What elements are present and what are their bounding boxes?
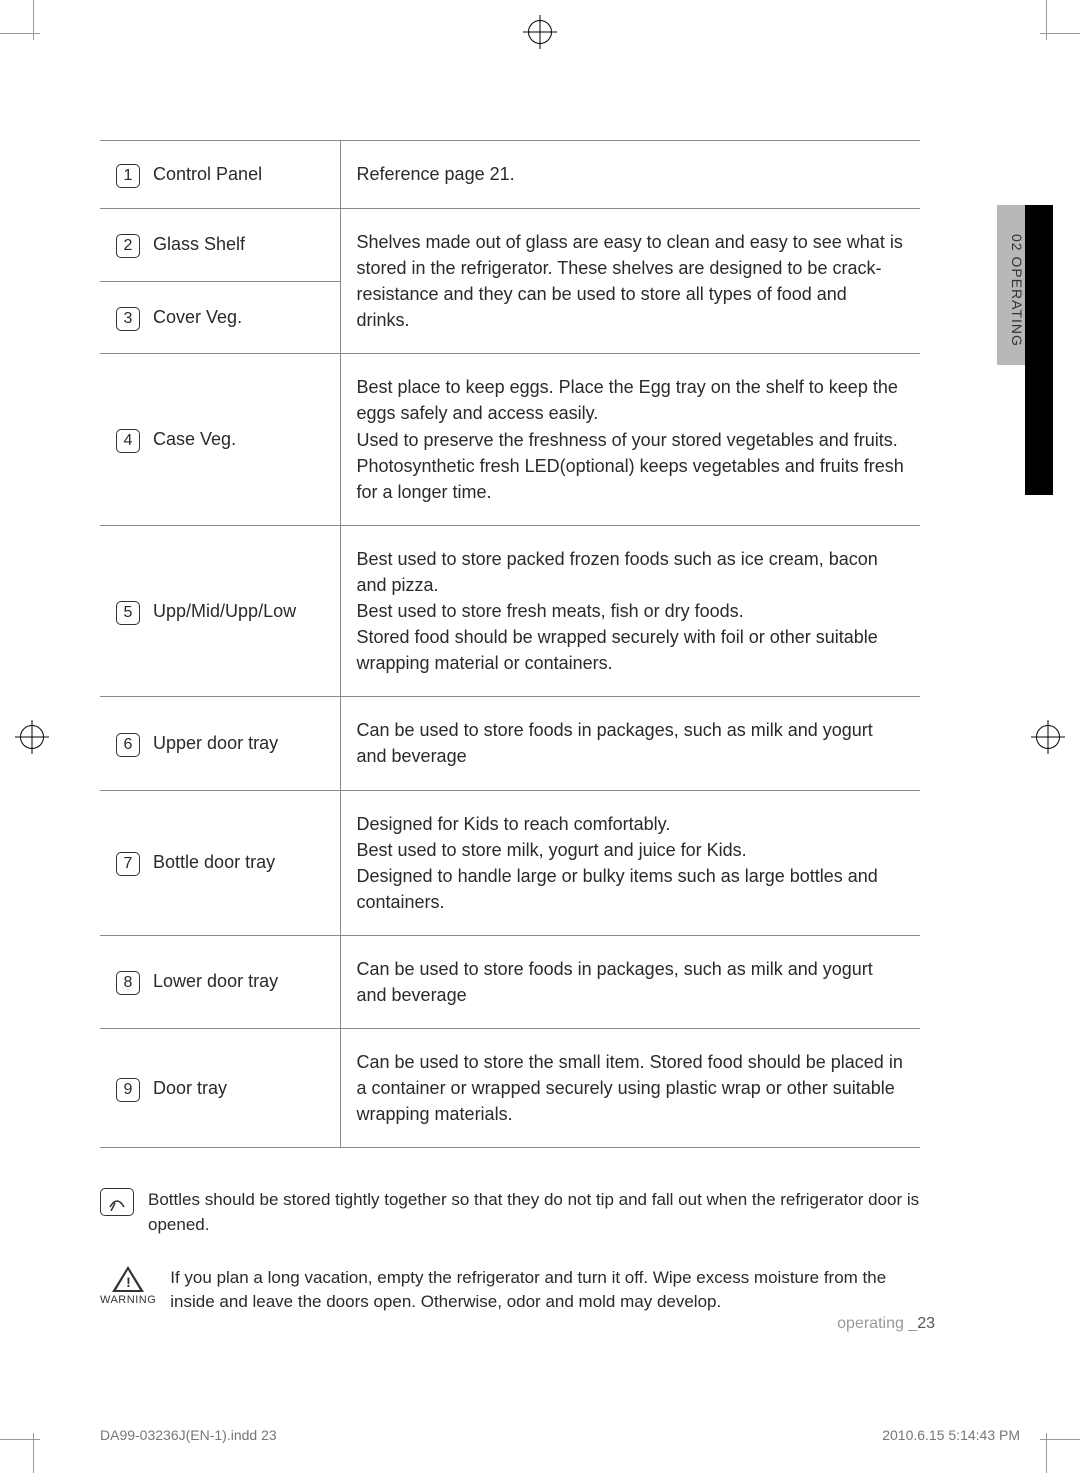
part-description: Reference page 21. <box>340 141 920 209</box>
tip-text: Bottles should be stored tightly togethe… <box>148 1188 920 1237</box>
part-name: Glass Shelf <box>153 234 245 254</box>
part-description: Can be used to store the small item. Sto… <box>340 1029 920 1148</box>
part-number: 1 <box>116 164 140 188</box>
table-row: 1 Control Panel Reference page 21. <box>100 141 920 209</box>
table-row: 2 Glass Shelf Shelves made out of glass … <box>100 209 920 282</box>
part-description: Designed for Kids to reach comfortably. … <box>340 790 920 935</box>
print-file: DA99-03236J(EN-1).indd 23 <box>100 1427 277 1443</box>
registration-mark-right <box>1036 725 1060 749</box>
part-name: Lower door tray <box>153 971 278 991</box>
page-content: 1 Control Panel Reference page 21. 2 Gla… <box>100 140 980 1343</box>
part-name: Control Panel <box>153 164 262 184</box>
part-number: 2 <box>116 234 140 258</box>
part-number: 6 <box>116 733 140 757</box>
print-metadata: DA99-03236J(EN-1).indd 23 2010.6.15 5:14… <box>100 1427 1020 1443</box>
part-name: Case Veg. <box>153 429 236 449</box>
registration-mark-top <box>528 20 552 44</box>
part-description: Can be used to store foods in packages, … <box>340 935 920 1028</box>
part-name: Upp/Mid/Upp/Low <box>153 601 296 621</box>
part-number: 5 <box>116 601 140 625</box>
table-row: 4 Case Veg. Best place to keep eggs. Pla… <box>100 354 920 525</box>
section-side-tab: 02 OPERATING <box>997 205 1025 495</box>
side-tab-label: 02 OPERATING <box>997 205 1025 365</box>
warning-icon: ! WARNING <box>100 1266 156 1306</box>
notes-section: Bottles should be stored tightly togethe… <box>100 1188 920 1315</box>
tip-icon <box>100 1188 134 1216</box>
part-name: Upper door tray <box>153 733 278 753</box>
part-name: Door tray <box>153 1078 227 1098</box>
registration-mark-left <box>20 725 44 749</box>
table-row: 9 Door tray Can be used to store the sma… <box>100 1029 920 1148</box>
page-footer: operating _23 <box>837 1315 935 1333</box>
footer-page-number: 23 <box>917 1315 935 1332</box>
warning-text: If you plan a long vacation, empty the r… <box>170 1266 920 1315</box>
part-number: 4 <box>116 429 140 453</box>
part-number: 8 <box>116 971 140 995</box>
footer-section: operating _ <box>837 1315 917 1332</box>
part-description: Can be used to store foods in packages, … <box>340 697 920 790</box>
print-timestamp: 2010.6.15 5:14:43 PM <box>882 1427 1020 1443</box>
part-description: Best used to store packed frozen foods s… <box>340 525 920 696</box>
warning-label: WARNING <box>100 1294 156 1306</box>
part-name: Bottle door tray <box>153 852 275 872</box>
table-row: 8 Lower door tray Can be used to store f… <box>100 935 920 1028</box>
table-row: 6 Upper door tray Can be used to store f… <box>100 697 920 790</box>
part-number: 9 <box>116 1078 140 1102</box>
table-row: 5 Upp/Mid/Upp/Low Best used to store pac… <box>100 525 920 696</box>
part-number: 7 <box>116 852 140 876</box>
part-number: 3 <box>116 307 140 331</box>
part-description: Best place to keep eggs. Place the Egg t… <box>340 354 920 525</box>
part-description: Shelves made out of glass are easy to cl… <box>340 209 920 354</box>
parts-description-table: 1 Control Panel Reference page 21. 2 Gla… <box>100 140 920 1148</box>
table-row: 7 Bottle door tray Designed for Kids to … <box>100 790 920 935</box>
part-name: Cover Veg. <box>153 307 242 327</box>
